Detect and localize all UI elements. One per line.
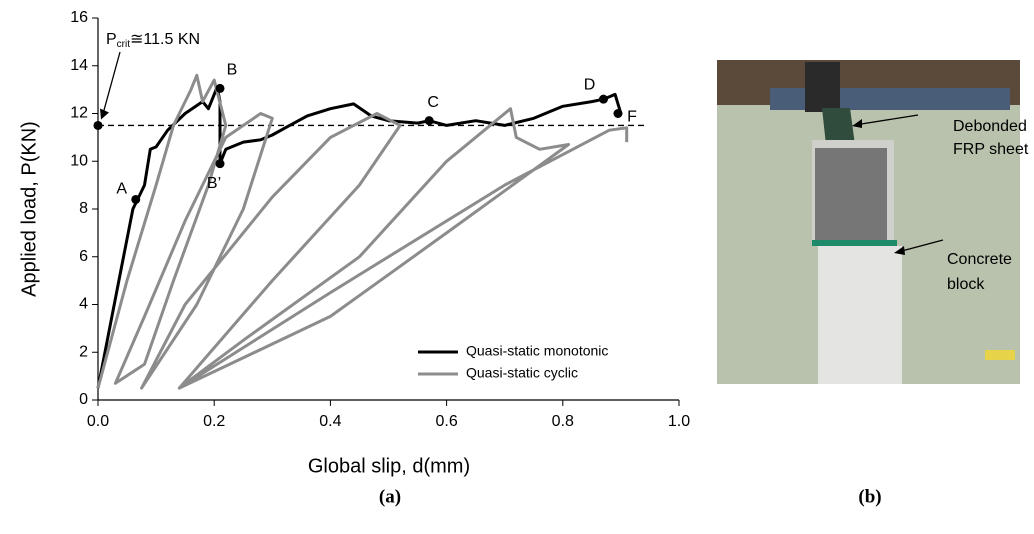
- point-marker: [215, 159, 225, 169]
- point-label: C: [427, 94, 439, 111]
- point-marker: [215, 83, 225, 93]
- legend-label: Quasi-static monotonic: [466, 343, 608, 359]
- photo-stamp: [985, 350, 1015, 360]
- photo-adhesive: [812, 240, 897, 246]
- x-tick-label: 0.0: [87, 413, 109, 430]
- y-axis-title: Applied load, P(KN): [18, 121, 40, 297]
- y-tick-label: 0: [79, 391, 88, 408]
- point-marker: [613, 109, 623, 118]
- x-tick-label: 0.8: [552, 413, 574, 430]
- point-marker: [131, 194, 141, 204]
- point-label: B’: [207, 175, 221, 192]
- y-tick-label: 8: [79, 200, 88, 217]
- annotation-point: [93, 120, 103, 130]
- photo-arrowhead: [894, 246, 905, 255]
- point-label: A: [116, 181, 127, 198]
- annotation-text: ≅11.5 KN: [130, 31, 200, 48]
- series-line: [96, 85, 623, 389]
- point-label: F: [627, 109, 637, 126]
- annotation-arrow: [101, 51, 121, 118]
- x-axis-title: Global slip, d(mm): [308, 455, 470, 477]
- annotation-arrowhead: [100, 108, 109, 120]
- photo-label: FRP sheet: [953, 141, 1029, 158]
- y-tick-label: 6: [79, 248, 88, 265]
- point-label: B: [227, 62, 238, 79]
- point-marker: [424, 116, 434, 126]
- photo-label: Concrete: [947, 251, 1012, 268]
- photo-clamp: [805, 62, 840, 112]
- annotation-base: P: [106, 31, 117, 48]
- photo-frp: [822, 108, 855, 145]
- photo-label: block: [947, 276, 985, 293]
- y-tick-label: 4: [79, 296, 88, 313]
- y-tick-label: 2: [79, 343, 88, 360]
- x-tick-label: 1.0: [668, 413, 690, 430]
- y-tick-label: 10: [70, 152, 88, 169]
- photo-label: Debonded: [953, 118, 1027, 135]
- photo: [717, 60, 1020, 384]
- annotation: Pcrit≅11.5 KN: [106, 31, 200, 49]
- panel-label: (a): [379, 486, 401, 507]
- annotation-subscript: crit: [117, 39, 131, 50]
- y-tick-label: 12: [70, 105, 88, 122]
- point-marker: [598, 94, 608, 104]
- photo-sheet: [815, 148, 887, 240]
- point-label: D: [584, 76, 596, 93]
- x-tick-label: 0.4: [319, 413, 341, 430]
- y-tick-label: 14: [70, 57, 88, 74]
- x-tick-label: 0.2: [203, 413, 225, 430]
- legend-label: Quasi-static cyclic: [466, 365, 578, 381]
- y-tick-label: 16: [70, 9, 88, 26]
- panel-label: (b): [858, 486, 881, 507]
- photo-arrow: [854, 114, 919, 126]
- photo-arrow: [897, 239, 944, 253]
- photo-concrete: [818, 246, 902, 384]
- x-tick-label: 0.6: [435, 413, 457, 430]
- photo-arrowhead: [852, 119, 862, 128]
